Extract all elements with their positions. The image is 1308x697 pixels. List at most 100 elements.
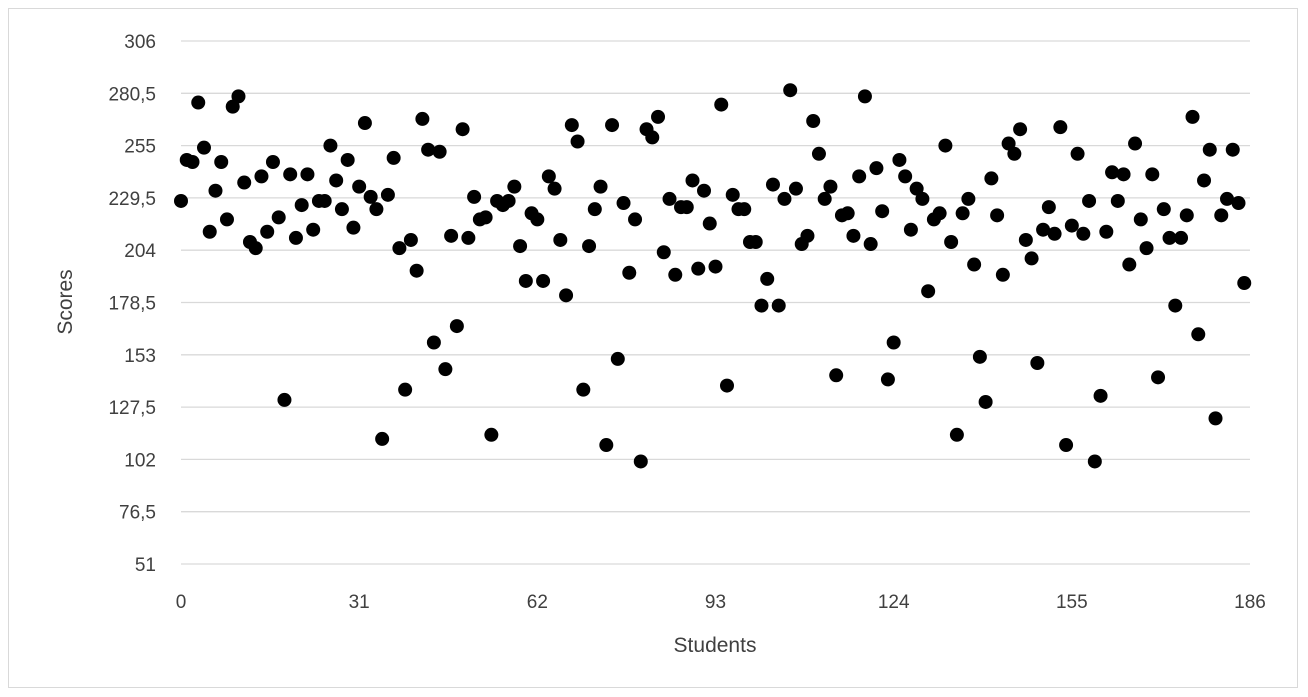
data-point [484, 427, 499, 442]
data-point [1133, 212, 1148, 227]
data-point [231, 89, 246, 104]
data-point [1076, 226, 1091, 241]
data-point [1220, 191, 1235, 206]
data-point [1041, 200, 1056, 215]
data-point [1087, 454, 1102, 469]
data-point [610, 351, 625, 366]
y-tick-label: 178,5 [108, 294, 156, 315]
data-point [616, 196, 631, 211]
data-point [340, 152, 355, 167]
data-point [185, 155, 200, 170]
x-tick-label: 31 [349, 592, 370, 613]
data-point [909, 181, 924, 196]
data-point [174, 193, 188, 208]
data-point [605, 118, 620, 133]
data-point [513, 239, 528, 254]
data-point [467, 189, 482, 204]
data-point [725, 187, 740, 202]
data-point [582, 239, 597, 254]
data-point [1168, 298, 1183, 313]
data-point [1179, 208, 1194, 223]
x-tick-label: 93 [705, 592, 726, 613]
data-point [260, 224, 275, 239]
data-point [984, 171, 999, 186]
data-point [949, 427, 964, 442]
data-point [375, 431, 390, 446]
data-point [547, 181, 562, 196]
data-point [478, 210, 493, 225]
data-point [995, 267, 1010, 282]
data-point [415, 111, 430, 126]
data-point [691, 261, 706, 276]
data-point [444, 228, 459, 243]
data-point [323, 138, 338, 153]
data-point [1007, 146, 1022, 161]
data-point [1128, 136, 1143, 151]
y-tick-label: 280,5 [108, 84, 156, 105]
data-point [1110, 193, 1125, 208]
data-point [1099, 224, 1114, 239]
data-point [541, 169, 556, 184]
data-point [306, 222, 321, 237]
data-point [886, 335, 901, 350]
data-point [1018, 232, 1033, 247]
data-point [1024, 251, 1039, 266]
data-point [737, 202, 752, 217]
data-point [398, 382, 413, 397]
data-point [288, 230, 303, 245]
x-tick-label: 186 [1234, 592, 1266, 613]
data-point [196, 140, 211, 155]
data-point [656, 245, 671, 260]
y-tick-label: 229,5 [108, 189, 156, 210]
y-tick-label: 153 [124, 346, 156, 367]
data-point [760, 271, 775, 286]
data-point [1174, 230, 1189, 245]
data-point [938, 138, 953, 153]
data-point [576, 382, 591, 397]
data-point [817, 191, 832, 206]
data-point [426, 335, 441, 350]
data-point [283, 167, 298, 182]
data-point [1237, 276, 1252, 291]
y-tick-label: 102 [124, 450, 156, 471]
data-point [714, 97, 729, 112]
data-point [564, 118, 579, 133]
x-tick-label: 62 [527, 592, 548, 613]
data-point [357, 116, 372, 131]
data-point [294, 198, 309, 213]
data-point [248, 241, 263, 256]
data-point [748, 234, 763, 249]
data-point [599, 438, 614, 453]
data-point [697, 183, 712, 198]
data-point [1139, 241, 1154, 256]
data-point [317, 193, 332, 208]
data-point [754, 298, 769, 313]
data-point [553, 232, 568, 247]
data-point [1145, 167, 1160, 182]
data-point [237, 175, 252, 190]
data-point [277, 392, 292, 407]
data-point [628, 212, 643, 227]
data-point [1070, 146, 1085, 161]
data-point [903, 222, 918, 237]
data-point [593, 179, 608, 194]
data-point [1122, 257, 1137, 272]
data-point [771, 298, 786, 313]
x-tick-label: 0 [176, 592, 187, 613]
data-point [1030, 356, 1045, 371]
data-point [1116, 167, 1131, 182]
data-point [1036, 222, 1051, 237]
x-tick-label: 155 [1056, 592, 1088, 613]
data-point [823, 179, 838, 194]
y-tick-label: 306 [124, 32, 156, 53]
data-point [1053, 120, 1068, 135]
data-point [363, 189, 378, 204]
data-point [386, 150, 401, 165]
data-points [174, 83, 1252, 469]
data-point [1064, 218, 1079, 233]
data-point [587, 202, 602, 217]
data-point [208, 183, 223, 198]
data-point [955, 206, 970, 221]
data-point [978, 394, 993, 409]
